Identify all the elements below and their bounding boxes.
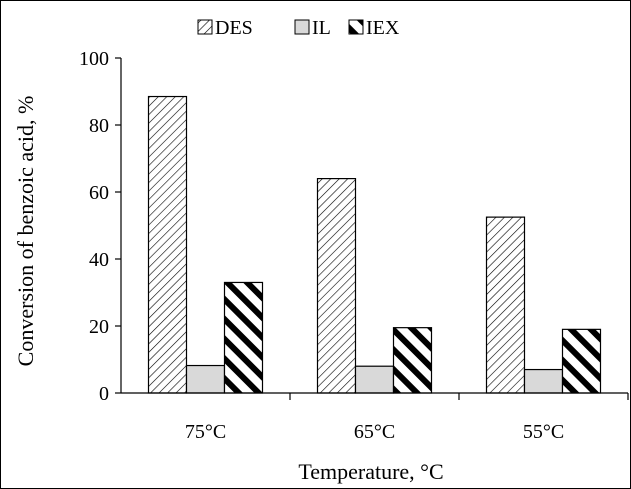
legend-swatch-des (197, 19, 213, 35)
legend: DES IL IEX (197, 17, 400, 39)
bar-iex-3 (561, 328, 602, 394)
bars-group (147, 95, 602, 394)
y-tick-label: 40 (89, 249, 109, 271)
legend-label-iex: IEX (366, 17, 400, 39)
y-tick-label: 20 (89, 316, 109, 338)
x-tick-label: 75°C (185, 421, 226, 443)
bar-des-3 (485, 216, 526, 394)
y-axis-title: Conversion of benzoic acid, % (13, 96, 38, 367)
x-tick-label: 55°C (523, 421, 564, 443)
x-axis-title: Temperature, °C (298, 459, 443, 484)
axes-group (120, 58, 628, 394)
y-ticks-group: 0 20 40 60 80 100 (79, 48, 121, 405)
bar-des-1 (147, 95, 188, 394)
legend-label-des: DES (215, 17, 253, 39)
y-tick-label: 60 (89, 182, 109, 204)
bar-il-1 (185, 364, 226, 394)
bar-iex-1 (223, 281, 264, 394)
legend-label-il: IL (312, 17, 331, 39)
y-tick-label: 100 (79, 48, 109, 70)
x-tick-label: 65°C (354, 421, 395, 443)
legend-swatch-iex (348, 19, 364, 35)
y-tick-label: 0 (99, 383, 109, 405)
bar-il-3 (523, 368, 564, 394)
bar-il-2 (354, 365, 395, 394)
bar-iex-2 (392, 327, 433, 394)
legend-swatch-il (294, 19, 310, 35)
x-ticks-group: 75°C 65°C 55°C (185, 393, 629, 443)
y-tick-label: 80 (89, 115, 109, 137)
bar-des-2 (316, 178, 357, 394)
